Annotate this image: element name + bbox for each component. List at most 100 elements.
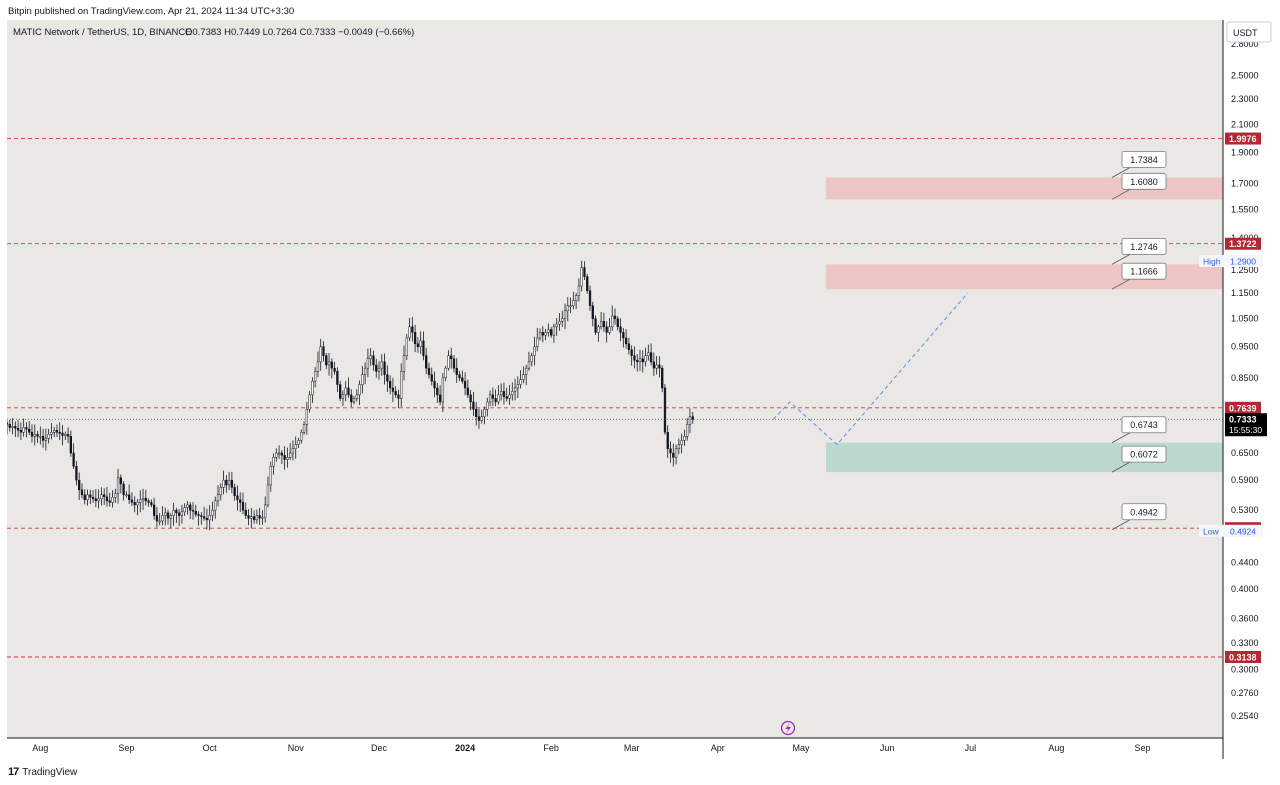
candle-body-173 xyxy=(486,401,489,410)
price-axis[interactable]: 2.8000 2.5000 2.3000 2.1000 1.9000 1.7000 1.55… xyxy=(1199,39,1267,721)
candle-body-110 xyxy=(311,380,314,396)
candle-body-43 xyxy=(125,494,128,497)
y-tick-label-10: 1.0500 xyxy=(1231,314,1259,324)
current-price-badge xyxy=(1225,413,1267,437)
candle-body-168 xyxy=(472,401,475,410)
candle-body-230 xyxy=(644,355,647,363)
candle-body-218 xyxy=(611,315,614,328)
candle-body-98 xyxy=(277,452,281,455)
candle-body-185 xyxy=(519,379,522,385)
candle-body-118 xyxy=(333,367,336,372)
candle-body-172 xyxy=(483,408,486,417)
candle-body-62 xyxy=(177,512,181,516)
price-chart[interactable]: 1.7384 1.6080 1.2746 1.1666 0.6743 0.6072 0.49… xyxy=(7,20,1273,759)
current-price-label: 0.7333 xyxy=(1229,415,1257,425)
candle-body-225 xyxy=(630,349,633,356)
candle-body-32 xyxy=(94,498,97,502)
candle-body-69 xyxy=(197,514,200,516)
candle-body-46 xyxy=(133,502,136,506)
candle-body-34 xyxy=(100,494,103,500)
candle-body-234 xyxy=(655,364,658,369)
candle-body-119 xyxy=(336,371,339,385)
candle-body-171 xyxy=(480,416,483,421)
candle-body-28 xyxy=(83,494,86,501)
candle-body-159 xyxy=(447,355,450,369)
candle-body-25 xyxy=(75,466,78,481)
candle-body-75 xyxy=(214,500,217,511)
candle-body-22 xyxy=(66,434,70,437)
candle-body-162 xyxy=(455,367,458,375)
candle-body-6 xyxy=(22,427,25,433)
candle-body-155 xyxy=(436,387,439,396)
x-tick-label-1: Sep xyxy=(118,743,134,753)
candle-body-42 xyxy=(122,483,125,496)
candle-body-20 xyxy=(61,432,64,436)
candle-body-5 xyxy=(19,430,23,433)
candle-body-57 xyxy=(164,512,167,516)
candle-body-243 xyxy=(680,440,683,445)
candle-body-29 xyxy=(86,494,89,501)
y-tick-label-13: 0.6500 xyxy=(1231,448,1259,458)
candle-body-19 xyxy=(58,432,61,434)
ohlc-readout: O0.7383 H0.7449 L0.7264 C0.7333 −0.0049 … xyxy=(185,27,414,38)
candle-body-127 xyxy=(358,384,361,396)
candle-body-35 xyxy=(103,494,106,498)
candle-body-199 xyxy=(558,321,561,325)
x-tick-label-9: May xyxy=(793,743,811,753)
candle-body-41 xyxy=(119,477,122,485)
candle-body-116 xyxy=(327,361,331,366)
candle-body-212 xyxy=(594,318,597,333)
candle-body-48 xyxy=(139,499,142,503)
candle-body-81 xyxy=(230,479,234,488)
candle-body-91 xyxy=(258,515,261,519)
candle-body-80 xyxy=(227,479,231,486)
candle-body-55 xyxy=(158,520,161,523)
candle-body-82 xyxy=(233,487,236,497)
candle-body-109 xyxy=(308,394,311,410)
candle-body-241 xyxy=(674,448,678,458)
candle-body-3 xyxy=(14,426,17,429)
candle-body-108 xyxy=(305,408,308,425)
candle-body-247 xyxy=(691,416,694,420)
candle-body-163 xyxy=(458,374,461,379)
x-tick-label-2: Oct xyxy=(203,743,218,753)
candle-body-135 xyxy=(380,361,383,369)
candle-body-229 xyxy=(641,358,644,363)
candle-body-121 xyxy=(341,394,345,399)
candle-body-232 xyxy=(649,352,653,363)
candle-body-145 xyxy=(408,326,411,339)
callout-pointer-0 xyxy=(1111,167,1131,178)
candle-body-200 xyxy=(561,318,564,322)
candle-body-240 xyxy=(672,452,675,458)
candle-body-68 xyxy=(194,511,197,515)
lightning-icon[interactable] xyxy=(780,720,796,736)
candle-body-169 xyxy=(475,408,478,417)
callouts-layer: 1.7384 1.6080 1.2746 1.1666 0.6743 0.6072 0.49… xyxy=(1111,151,1167,531)
candle-body-115 xyxy=(325,355,328,366)
chart-canvas[interactable]: 1.7384 1.6080 1.2746 1.1666 0.6743 0.6072 0.49… xyxy=(7,20,1273,759)
candle-body-8 xyxy=(28,428,31,433)
time-axis[interactable]: Aug Sep Oct Nov Dec 2024 Feb Mar Apr May Jun Jul Aug… xyxy=(32,743,1150,753)
candle-body-198 xyxy=(555,323,558,328)
candle-body-175 xyxy=(491,394,494,399)
callout-box-4 xyxy=(1121,416,1167,434)
candle-body-122 xyxy=(344,387,347,396)
candle-body-23 xyxy=(69,436,73,454)
candle-body-190 xyxy=(533,346,536,356)
candle-body-242 xyxy=(677,444,681,449)
y-tick-label-11: 0.9500 xyxy=(1231,342,1259,352)
candle-body-89 xyxy=(252,516,256,521)
candle-body-195 xyxy=(547,329,550,333)
callout-pointer-6 xyxy=(1111,519,1131,531)
footer-brand[interactable]: 17 TradingView xyxy=(8,766,77,778)
candle-body-160 xyxy=(450,355,453,360)
candle-body-142 xyxy=(400,371,403,399)
candle-body-92 xyxy=(261,516,264,519)
countdown-label: 15:55:30 xyxy=(1229,425,1262,435)
level-badge-1 xyxy=(1225,237,1261,250)
candle-body-87 xyxy=(247,515,250,519)
candle-body-114 xyxy=(322,346,325,356)
candle-body-12 xyxy=(39,436,42,438)
y-tick-label-14: 0.5900 xyxy=(1231,475,1259,485)
candle-body-178 xyxy=(500,391,503,396)
